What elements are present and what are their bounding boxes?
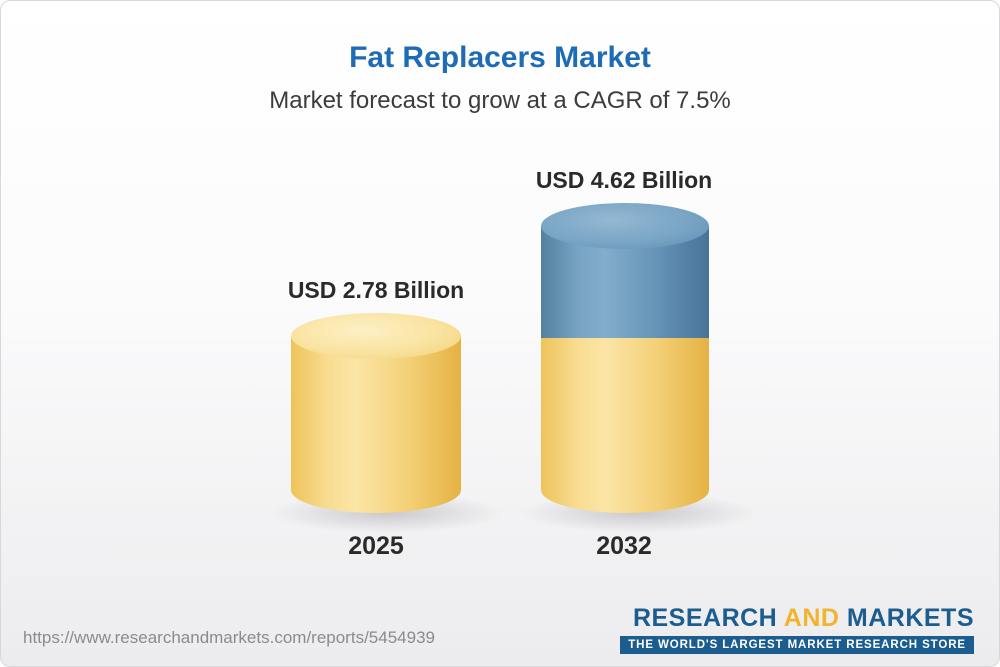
bar-2032-yellow-segment [541,338,709,513]
bar-2032-category-label: 2032 [596,532,652,560]
logo-word-markets: MARKETS [846,604,974,632]
bar-2032-value-label: USD 4.62 Billion [535,167,713,193]
logo-tagline: THE WORLD'S LARGEST MARKET RESEARCH STOR… [620,636,974,654]
bar-2032-cylinder-top [541,203,709,249]
chart-subtitle: Market forecast to grow at a CAGR of 7.5… [269,87,731,114]
source-url[interactable]: https://www.researchandmarkets.com/repor… [23,628,435,647]
bar-2025-cylinder [291,313,461,513]
bar-2032-cylinder [541,203,709,513]
logo-word-research: RESEARCH [632,604,778,632]
logo-wordmark: RESEARCH AND MARKETS [620,604,974,633]
logo-word-and: AND [783,604,840,632]
chart-title: Fat Replacers Market [349,41,651,74]
bar-2025-cylinder-body [291,336,461,513]
bar-2025-value-label: USD 2.78 Billion [287,277,465,303]
bar-2025-category-label: 2025 [348,532,404,560]
bar-2025-cylinder-top [291,313,461,359]
research-and-markets-logo: RESEARCH AND MARKETS THE WORLD'S LARGEST… [620,604,974,654]
